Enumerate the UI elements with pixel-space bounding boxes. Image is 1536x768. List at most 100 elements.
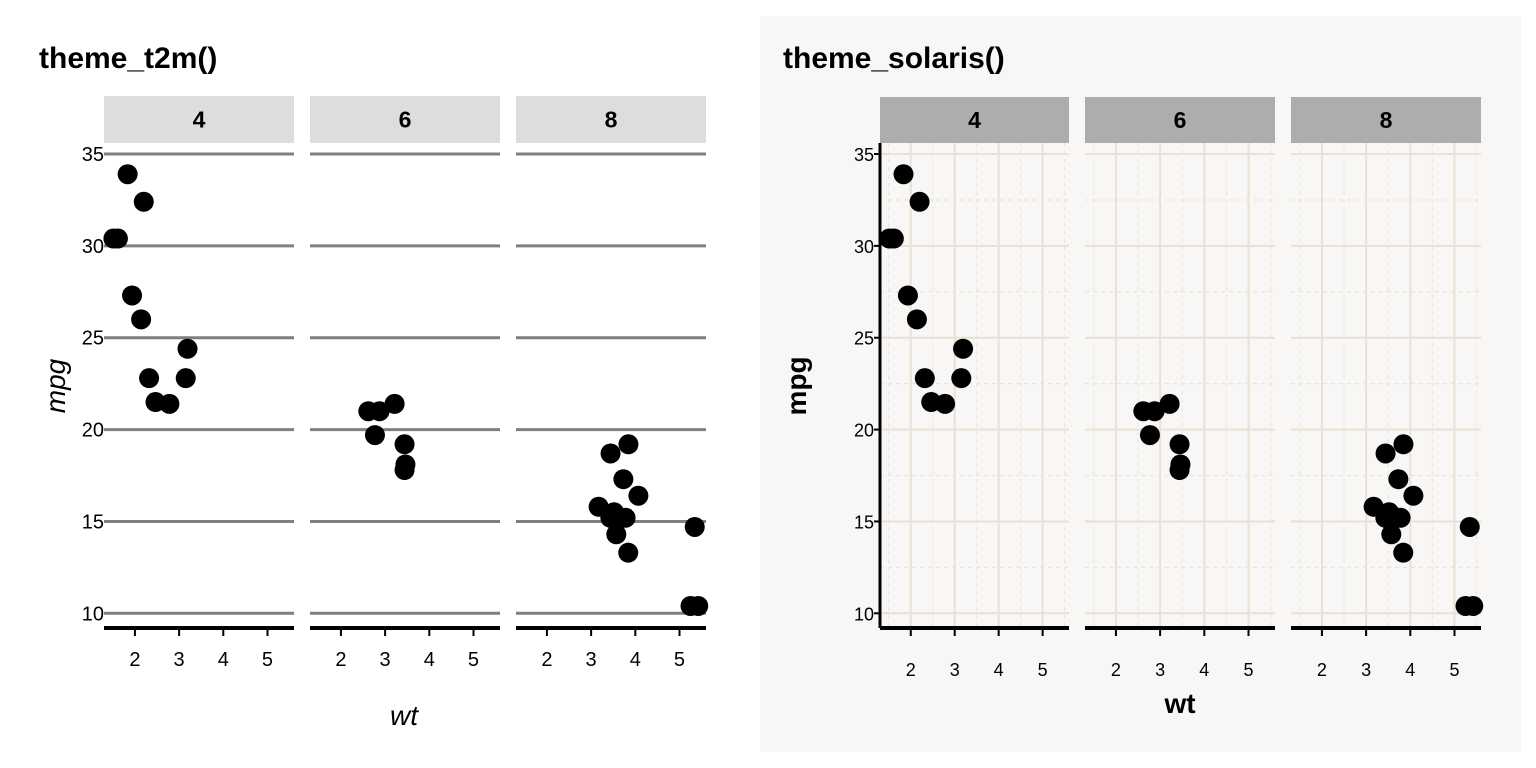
- facet-panel-4: 4 2 3 4 5: [874, 97, 1069, 680]
- x-tick-label: 2: [906, 660, 916, 680]
- x-tick-label: 4: [424, 649, 435, 671]
- data-point: [1144, 401, 1165, 422]
- data-point: [618, 434, 639, 455]
- facet-panel-4: 4 2 3 4 5: [103, 96, 294, 671]
- data-point: [914, 368, 935, 389]
- facet-strip-label: 8: [1380, 107, 1393, 133]
- x-axis-title-solaris: wt: [1163, 688, 1195, 719]
- data-point: [177, 338, 198, 359]
- data-point: [394, 434, 415, 455]
- chart-title-t2m: theme_t2m(): [39, 42, 217, 75]
- facet-panel-8: 8 2 3 4 5: [1291, 97, 1484, 680]
- data-point: [1139, 425, 1160, 446]
- data-point: [606, 511, 627, 532]
- y-tick-label: 35: [854, 145, 874, 165]
- facet-strip-label: 6: [399, 107, 412, 133]
- x-tick-label: 5: [262, 649, 273, 671]
- data-point: [613, 469, 634, 490]
- x-tick-label: 5: [1243, 660, 1253, 680]
- data-point: [131, 309, 152, 330]
- data-point: [1363, 496, 1384, 517]
- facet-strip: [104, 96, 294, 143]
- data-point: [1403, 485, 1424, 506]
- facet-panel-8: 8 2 3 4 5: [516, 96, 709, 671]
- data-point: [1393, 542, 1414, 563]
- x-tick-label: 3: [586, 649, 597, 671]
- data-point: [103, 228, 124, 249]
- x-tick-label: 4: [630, 649, 641, 671]
- data-point: [133, 191, 154, 212]
- x-tick-label: 2: [335, 649, 346, 671]
- data-point: [684, 516, 705, 537]
- x-tick-label: 3: [1155, 660, 1165, 680]
- data-point: [384, 393, 405, 414]
- data-point: [369, 401, 390, 422]
- facet-strip-label: 4: [968, 107, 981, 133]
- data-point: [618, 542, 639, 563]
- y-tick-label: 15: [82, 511, 104, 533]
- x-tick-label: 5: [674, 649, 685, 671]
- facet-strip-label: 4: [193, 107, 206, 133]
- facet-strip: [310, 96, 500, 143]
- x-tick-label: 3: [1361, 660, 1371, 680]
- facet-strip-label: 6: [1174, 107, 1187, 133]
- x-tick-label: 4: [1405, 660, 1415, 680]
- data-point: [1459, 516, 1480, 537]
- y-tick-label: 30: [82, 236, 104, 258]
- x-tick-label: 2: [1317, 660, 1327, 680]
- data-point: [1388, 469, 1409, 490]
- data-point: [588, 496, 609, 517]
- y-axis-title-t2m: mpg: [40, 358, 71, 413]
- y-tick-label: 25: [854, 329, 874, 349]
- data-point: [935, 393, 956, 414]
- y-tick-label: 20: [82, 420, 104, 442]
- data-point: [175, 368, 196, 389]
- facet-strip: [880, 97, 1069, 143]
- data-point: [600, 443, 621, 464]
- x-tick-label: 4: [994, 660, 1004, 680]
- x-tick-label: 4: [218, 649, 229, 671]
- x-tick-label: 4: [1199, 660, 1209, 680]
- data-point: [953, 338, 974, 359]
- x-axis-title-t2m: wt: [390, 700, 419, 731]
- y-tick-label: 25: [82, 328, 104, 350]
- data-point: [1381, 511, 1402, 532]
- data-point: [909, 191, 930, 212]
- y-tick-label: 10: [82, 603, 104, 625]
- x-tick-label: 3: [950, 660, 960, 680]
- data-point: [879, 228, 900, 249]
- y-axis-title-solaris: mpg: [781, 356, 812, 415]
- data-point: [906, 309, 927, 330]
- facet-strip: [1291, 97, 1481, 143]
- data-point: [1169, 460, 1190, 481]
- y-tick-label: 15: [854, 512, 874, 532]
- chart-title-solaris: theme_solaris(): [783, 42, 1005, 75]
- y-tick-label: 10: [854, 604, 874, 624]
- x-tick-label: 2: [541, 649, 552, 671]
- data-point: [394, 460, 415, 481]
- data-point: [122, 285, 143, 306]
- data-point: [897, 285, 918, 306]
- x-tick-label: 5: [1449, 660, 1459, 680]
- data-point: [951, 368, 972, 389]
- facet-panel-6: 6 2 3 4 5: [310, 96, 500, 671]
- data-point: [1159, 393, 1180, 414]
- data-point: [1169, 434, 1190, 455]
- facet-panel-6: 6 2 3 4 5: [1085, 97, 1275, 680]
- y-tick-label: 30: [854, 237, 874, 257]
- data-point: [893, 164, 914, 185]
- data-point: [1463, 595, 1484, 616]
- data-point: [364, 425, 385, 446]
- data-point: [628, 485, 649, 506]
- data-point: [1375, 443, 1396, 464]
- facet-strip: [1085, 97, 1275, 143]
- x-tick-label: 3: [174, 649, 185, 671]
- data-point: [139, 368, 160, 389]
- y-tick-label: 20: [854, 421, 874, 441]
- x-tick-label: 5: [468, 649, 479, 671]
- data-point: [159, 393, 180, 414]
- data-point: [688, 595, 709, 616]
- facet-strip: [516, 96, 706, 143]
